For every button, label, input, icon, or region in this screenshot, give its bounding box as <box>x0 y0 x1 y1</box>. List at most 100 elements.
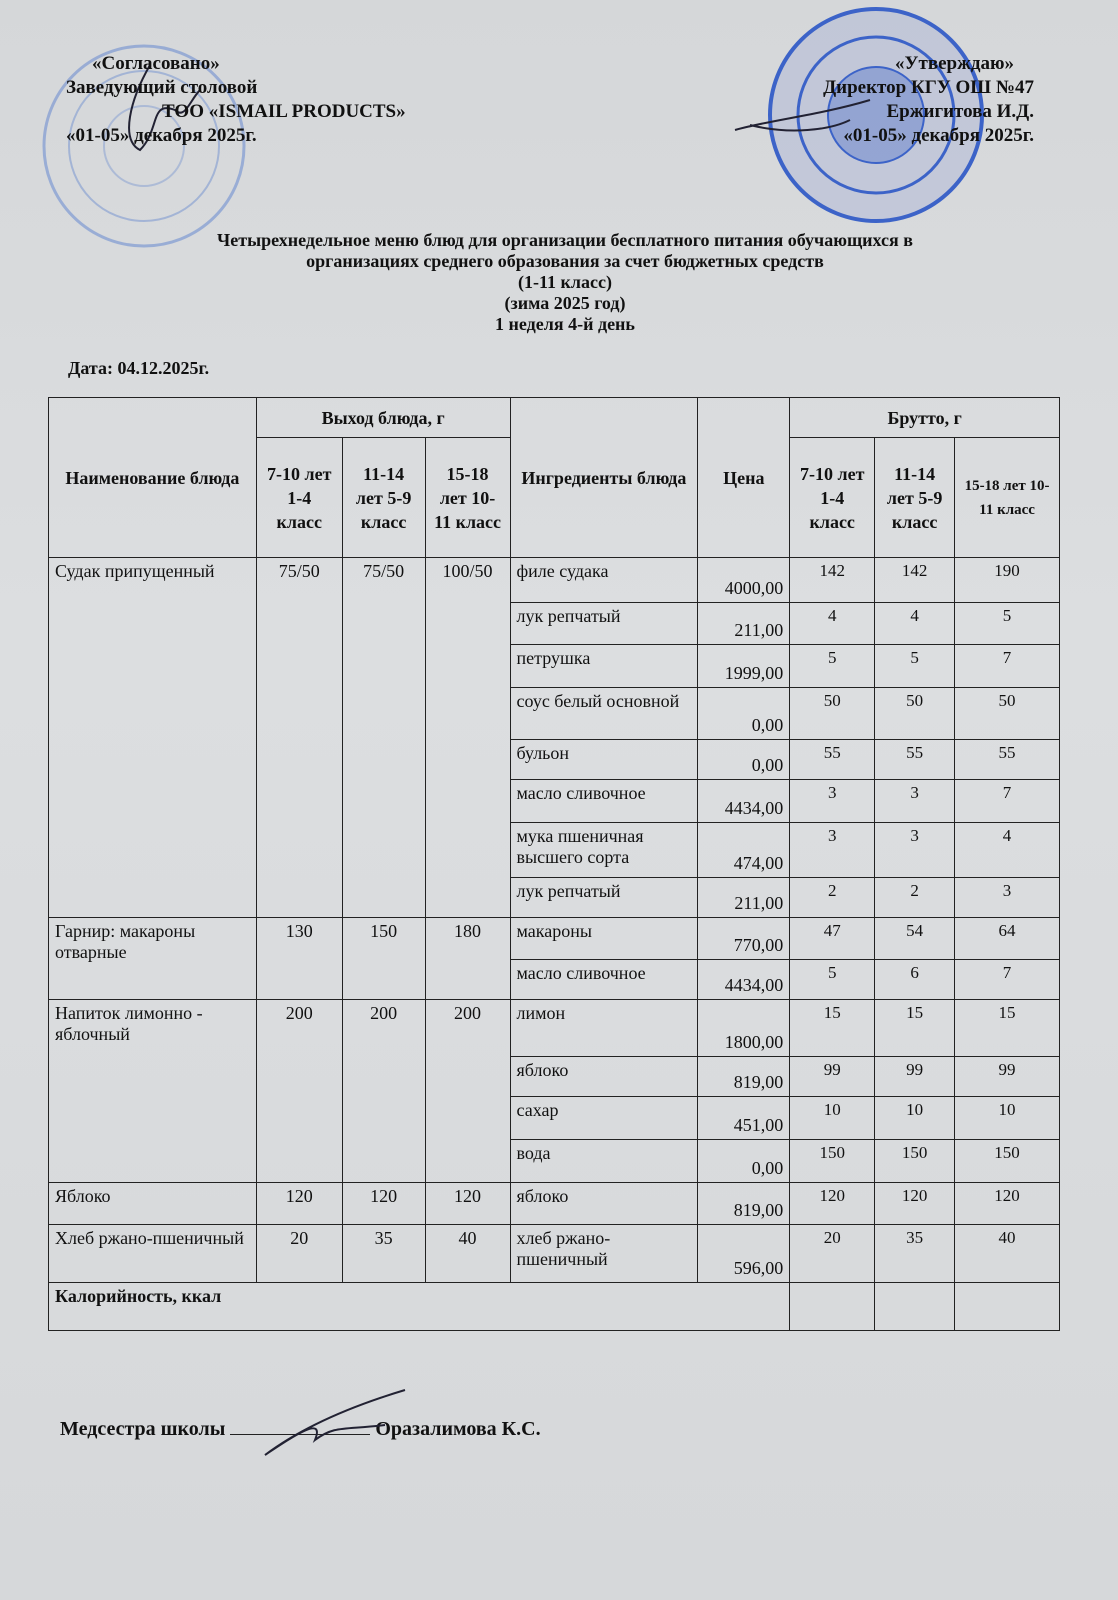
ingredient-brutto: 4 <box>789 602 876 645</box>
ingredient-brutto: 15 <box>789 999 876 1057</box>
header-output: Выход блюда, г <box>255 397 511 438</box>
dish-name: Гарнир: макароны отварные <box>48 917 257 1000</box>
ingredient-brutto: 5 <box>789 959 876 1000</box>
table-row: мука пшеничная высшего сорта 474,00 3 3 4 <box>49 822 1060 878</box>
ingredient-name: петрушка <box>509 644 699 688</box>
ingredient-brutto: 15 <box>954 999 1060 1057</box>
dish-output: 35 <box>341 1224 426 1283</box>
header-price: Цена <box>697 397 791 558</box>
ingredient-name: макароны <box>509 917 699 960</box>
table-row: масло сливочное 4434,00 5 6 7 <box>49 959 1060 1000</box>
table-row: петрушка 1999,00 5 5 7 <box>49 644 1060 688</box>
left-signature <box>128 64 201 152</box>
ingredient-brutto: 120 <box>874 1182 956 1225</box>
table-row: яблоко 819,00 99 99 99 <box>49 1056 1060 1097</box>
ingredient-brutto: 47 <box>789 917 876 960</box>
ingredient-name: филе судака <box>509 557 699 603</box>
header-ingredients: Ингредиенты блюда <box>509 397 699 558</box>
dish-output: 100/50 <box>424 557 511 918</box>
dish-output: 150 <box>341 917 426 1000</box>
ingredient-price: 4434,00 <box>697 959 791 1000</box>
ingredient-brutto: 5 <box>789 644 876 688</box>
header-output-age-1: 7-10 лет 1-4 класс <box>255 437 343 558</box>
header-output-age-2: 11-14 лет 5-9 класс <box>341 437 426 558</box>
ingredient-price: 819,00 <box>697 1182 791 1225</box>
ingredient-brutto: 4 <box>954 822 1060 878</box>
title-line5: 1 неделя 4-й день <box>495 314 635 334</box>
ingredient-brutto: 54 <box>874 917 956 960</box>
ingredient-brutto: 7 <box>954 779 1060 823</box>
approval-left-line3: ТОО «ISMAIL PRODUCTS» <box>162 101 406 122</box>
ingredient-name: яблоко <box>509 1056 699 1097</box>
dish-name: Хлеб ржано-пшеничный <box>48 1224 257 1283</box>
ingredient-brutto: 120 <box>954 1182 1060 1225</box>
ingredient-brutto: 7 <box>954 959 1060 1000</box>
ingredient-price: 4000,00 <box>697 557 791 603</box>
dish-output: 200 <box>341 999 426 1183</box>
header-output-age-3: 15-18 лет 10-11 класс <box>424 437 511 558</box>
ingredient-brutto: 99 <box>954 1056 1060 1097</box>
ingredient-brutto: 4 <box>874 602 956 645</box>
ingredient-name: хлеб ржано-пшеничный <box>509 1224 699 1283</box>
ingredient-brutto: 5 <box>954 602 1060 645</box>
ingredient-brutto: 6 <box>874 959 956 1000</box>
ingredient-brutto: 55 <box>954 739 1060 780</box>
table-row: Хлеб ржано-пшеничный 20 35 40 хлеб ржано-пше… <box>48 1224 1060 1283</box>
ingredient-brutto: 2 <box>874 877 956 918</box>
header-brutto-age-2: 11-14 лет 5-9 класс <box>874 437 956 558</box>
ingredient-brutto: 3 <box>789 822 876 878</box>
ingredient-name: соус белый основной <box>509 687 699 740</box>
ingredient-name: яблоко <box>509 1182 699 1225</box>
ingredient-price: 596,00 <box>697 1224 791 1283</box>
footer-signature-line: Медсестра школы Оразалимова К.С. <box>60 1418 541 1441</box>
ingredient-price: 211,00 <box>697 877 791 918</box>
left-stamp <box>42 44 246 248</box>
approval-right: «Утверждаю» Директор КГУ ОШ №47 Ержигито… <box>823 52 1034 148</box>
ingredient-brutto: 35 <box>874 1224 956 1283</box>
dish-output: 180 <box>424 917 511 1000</box>
approval-left-line1: «Согласовано» <box>92 53 220 74</box>
dish-output: 120 <box>341 1182 426 1225</box>
header-brutto-age-1: 7-10 лет 1-4 класс <box>789 437 876 558</box>
dish-output: 20 <box>255 1224 343 1283</box>
ingredient-brutto: 3 <box>874 822 956 878</box>
ingredient-name: вода <box>509 1139 699 1183</box>
table-row: Яблоко 120 120 120 яблоко 819,00 120 120 120 <box>48 1182 1060 1225</box>
ingredient-brutto: 10 <box>954 1096 1060 1140</box>
ingredient-brutto: 99 <box>874 1056 956 1097</box>
dish-name: Напиток лимонно - яблочный <box>48 999 257 1183</box>
dish-name: Яблоко <box>48 1182 257 1225</box>
ingredient-name: мука пшеничная высшего сорта <box>509 822 699 878</box>
ingredient-brutto: 64 <box>954 917 1060 960</box>
ingredient-brutto: 55 <box>789 739 876 780</box>
ingredient-brutto: 50 <box>789 687 876 740</box>
right-stamp <box>768 7 984 223</box>
ingredient-name: масло сливочное <box>509 959 699 1000</box>
ingredient-brutto: 40 <box>954 1224 1060 1283</box>
ingredient-brutto: 150 <box>789 1139 876 1183</box>
ingredient-name: лимон <box>509 999 699 1057</box>
nurse-signature <box>264 1389 406 1456</box>
ingredient-brutto: 142 <box>874 557 956 603</box>
ingredient-brutto: 50 <box>954 687 1060 740</box>
ingredient-price: 0,00 <box>697 1139 791 1183</box>
menu-table-body: Судак припущенный 75/50 75/50 100/50 филе су… <box>47 557 1060 1331</box>
ingredient-price: 0,00 <box>697 739 791 780</box>
ingredient-brutto: 99 <box>789 1056 876 1097</box>
nurse-role: Медсестра школы <box>60 1418 226 1440</box>
ingredient-brutto: 20 <box>789 1224 876 1283</box>
ingredient-name: сахар <box>509 1096 699 1140</box>
dish-output: 200 <box>255 999 343 1183</box>
title-line3: (1-11 класс) <box>518 272 612 292</box>
table-row: Гарнир: макароны отварные 130 150 180 макаро… <box>48 917 1060 1000</box>
approval-left: «Согласовано» Заведующий столовой ТОО «I… <box>66 52 406 148</box>
menu-date: Дата: 04.12.2025г. <box>68 358 210 378</box>
document-title: Четырехнедельное меню блюд для организац… <box>60 230 1070 335</box>
title-line4: (зима 2025 год) <box>504 293 626 313</box>
ingredient-brutto: 3 <box>874 779 956 823</box>
calories-value <box>874 1282 956 1331</box>
calories-row: Калорийность, ккал <box>47 1282 1060 1331</box>
approval-left-line2: Заведующий столовой <box>66 77 258 98</box>
ingredient-brutto: 3 <box>954 877 1060 918</box>
